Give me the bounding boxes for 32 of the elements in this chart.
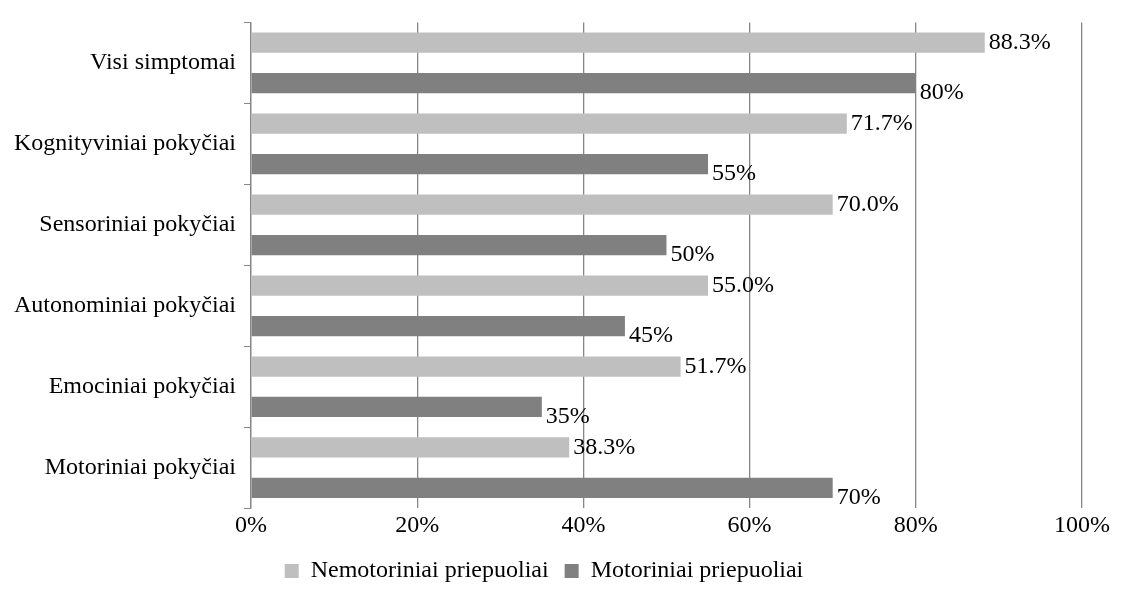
y-tick-label: Autonominiai pokyčiai: [14, 291, 237, 318]
data-label: 71.7%: [850, 108, 913, 135]
x-tick-label: 100%: [1054, 510, 1110, 537]
data-label: 35%: [545, 402, 590, 429]
y-tick-label: Emociniai pokyčiai: [48, 372, 237, 399]
y-tick-label: Motoriniai pokyčiai: [44, 453, 237, 480]
bar: [251, 437, 570, 458]
bar: [251, 194, 833, 215]
data-label: 55%: [712, 159, 757, 186]
data-label: 80%: [919, 78, 964, 105]
x-tick-label: 40%: [561, 510, 606, 537]
x-tick-label: 0%: [234, 510, 267, 537]
data-label: 45%: [628, 321, 673, 348]
legend-label: Motoriniai priepuoliai: [590, 556, 804, 583]
x-tick-label: 80%: [893, 510, 938, 537]
x-tick-label: 60%: [727, 510, 772, 537]
data-label: 51.7%: [684, 351, 747, 378]
data-label: 50%: [670, 240, 715, 267]
data-label: 88.3%: [988, 27, 1051, 54]
bar: [251, 275, 709, 296]
data-label: 70.0%: [836, 189, 899, 216]
y-tick-label: Visi simptomai: [90, 48, 237, 75]
data-label: 70%: [836, 483, 881, 510]
x-tick-label: 20%: [395, 510, 440, 537]
bar: [251, 32, 985, 53]
data-label: 55.0%: [712, 270, 775, 297]
bar: [251, 113, 847, 134]
bar: [251, 356, 681, 377]
data-label: 38.3%: [573, 432, 636, 459]
legend-label: Nemotoriniai priepuoliai: [310, 556, 549, 583]
y-tick-label: Kognityviniai pokyčiai: [14, 129, 237, 156]
y-tick-label: Sensoriniai pokyčiai: [39, 210, 237, 237]
